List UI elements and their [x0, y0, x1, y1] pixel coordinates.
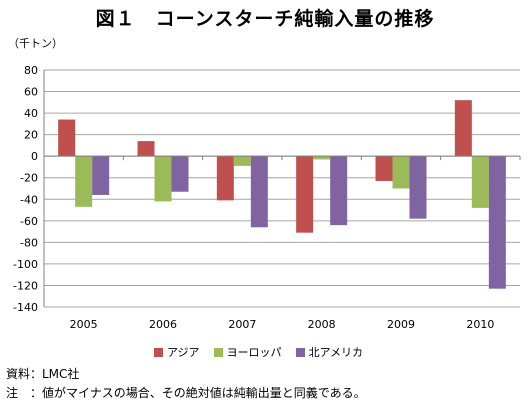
bar — [330, 156, 348, 226]
y-tick-label: 60 — [24, 86, 38, 99]
bar — [313, 156, 331, 160]
footnote: 注 ：値がマイナスの場合、その絶対値は純輸出量と同義である。 — [6, 386, 366, 400]
bar — [296, 156, 314, 233]
bar — [171, 156, 189, 192]
bar — [154, 156, 172, 202]
y-tick-label: -20 — [20, 172, 38, 185]
x-tick-label: 2009 — [387, 318, 415, 331]
legend-swatch-north-america — [295, 347, 305, 357]
chart-title: 図１ コーンスターチ純輸入量の推移 — [95, 8, 435, 30]
y-axis-unit-label: （千トン） — [8, 37, 63, 50]
x-tick-label: 2008 — [308, 318, 336, 331]
y-tick-label: 80 — [24, 64, 38, 77]
legend-swatch-europe — [213, 347, 223, 357]
y-tick-label: 20 — [24, 129, 38, 142]
chart-legend: アジア ヨーロッパ 北アメリカ — [154, 344, 363, 360]
legend-item-asia: アジア — [154, 344, 200, 360]
legend-item-europe: ヨーロッパ — [213, 344, 282, 360]
y-tick-label: -120 — [13, 279, 38, 292]
legend-swatch-asia — [154, 347, 163, 357]
x-tick-label: 2010 — [466, 318, 494, 331]
y-tick-label: -60 — [20, 215, 38, 228]
bar — [392, 156, 410, 189]
bar — [454, 100, 472, 157]
bar — [375, 156, 393, 181]
legend-label-europe: ヨーロッパ — [226, 346, 282, 359]
y-tick-label: -100 — [13, 258, 38, 271]
x-tick-label: 2005 — [70, 318, 98, 331]
bar — [216, 156, 234, 201]
legend-item-north-america: 北アメリカ — [295, 344, 364, 360]
x-tick-label: 2006 — [149, 318, 177, 331]
bar — [92, 156, 110, 195]
source-note: 資料：LMC社 — [6, 367, 80, 381]
bar — [488, 156, 506, 289]
bar — [409, 156, 427, 219]
bar-chart: 80 60 40 20 0 -20 -40 -60 -80 -100 -120 -140 2005 200… — [13, 64, 521, 331]
bar — [471, 156, 489, 208]
y-tick-label: 40 — [24, 107, 38, 120]
y-tick-label: -140 — [13, 301, 38, 314]
y-tick-label: -40 — [20, 193, 38, 206]
legend-label-north-america: 北アメリカ — [308, 346, 364, 359]
bar — [58, 119, 76, 157]
bar — [233, 156, 251, 166]
y-tick-label: 0 — [31, 150, 38, 163]
bar — [250, 156, 268, 228]
legend-label-asia: アジア — [167, 346, 200, 359]
x-tick-label: 2007 — [228, 318, 256, 331]
bar — [75, 156, 93, 207]
y-tick-label: -80 — [20, 236, 38, 249]
bar — [137, 141, 155, 157]
